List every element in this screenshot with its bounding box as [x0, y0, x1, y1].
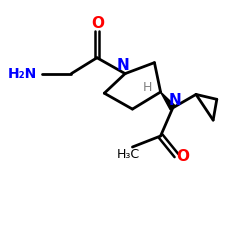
Text: N: N	[117, 58, 130, 73]
Polygon shape	[160, 92, 175, 110]
Text: O: O	[176, 149, 189, 164]
Text: H₂N: H₂N	[8, 67, 37, 81]
Text: H: H	[143, 81, 152, 94]
Text: N: N	[168, 92, 181, 108]
Text: H₃C: H₃C	[117, 148, 140, 161]
Text: O: O	[91, 16, 104, 31]
